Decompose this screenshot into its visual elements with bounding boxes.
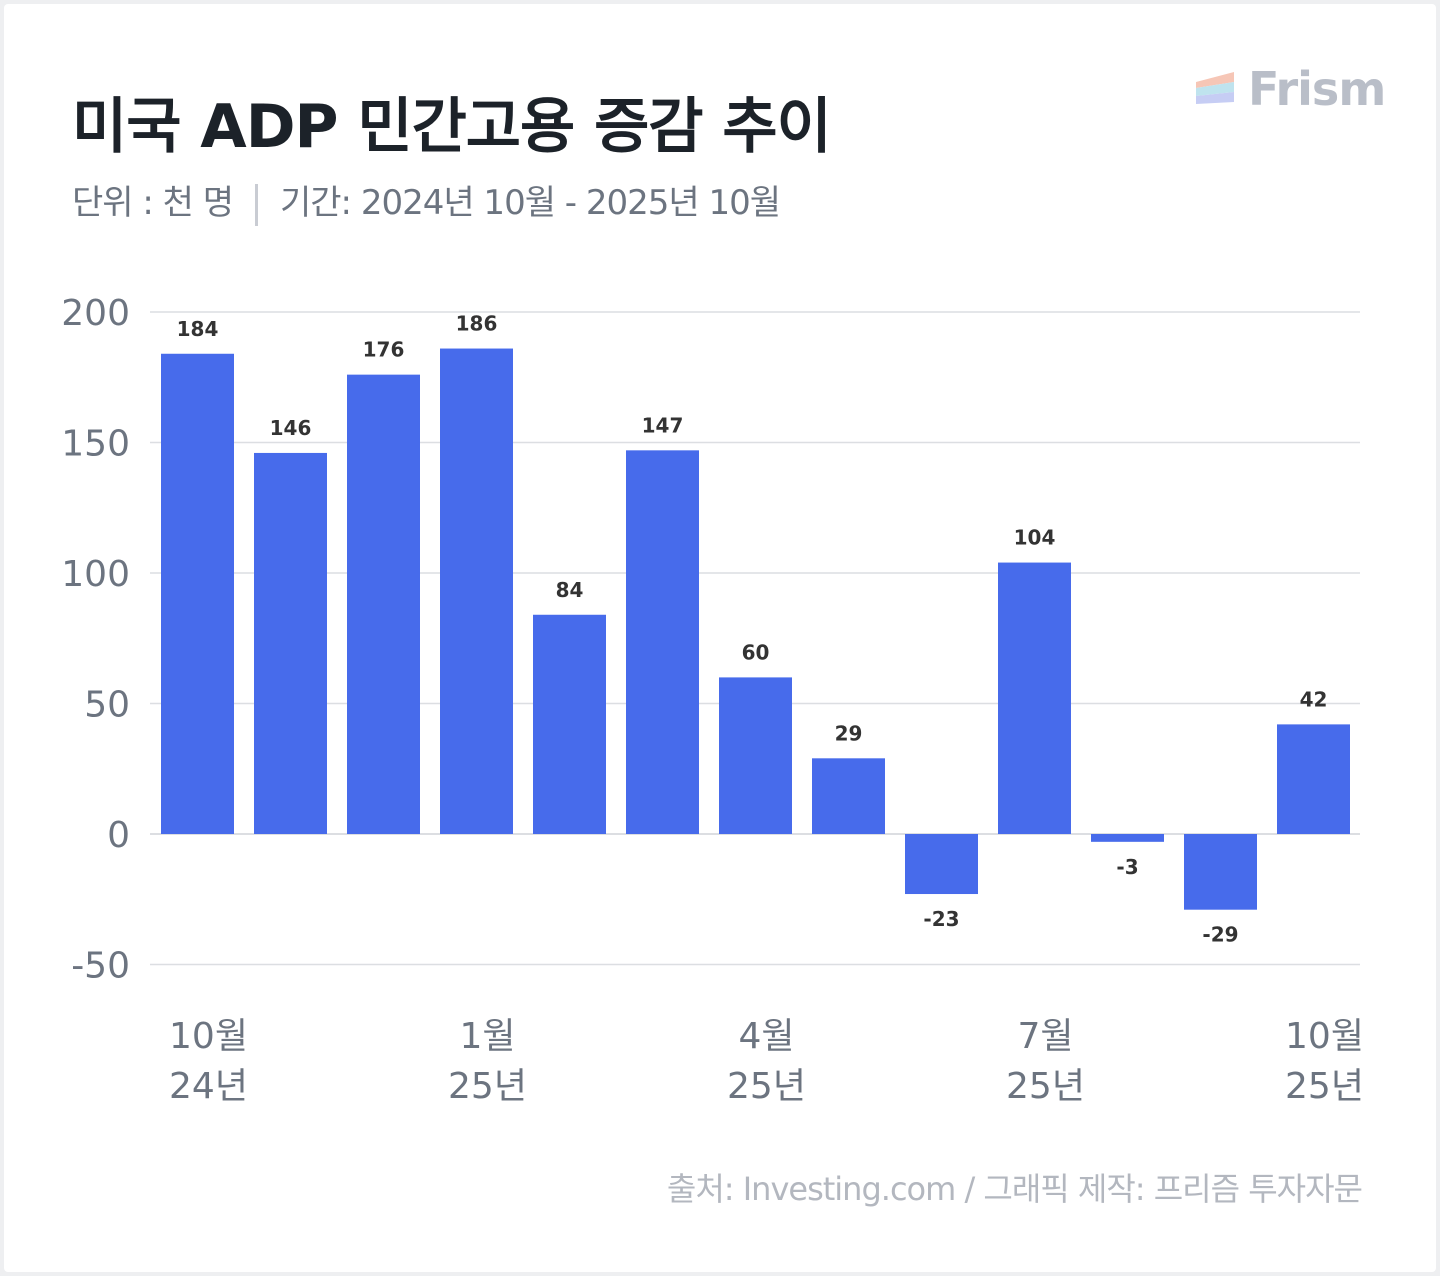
data-label: 146 (270, 416, 312, 440)
subtitle-divider (255, 183, 258, 226)
unit-label: 단위 : 천 명 (72, 183, 234, 223)
data-label: 184 (177, 317, 219, 341)
bar (440, 348, 513, 834)
frism-logo-icon (1196, 72, 1234, 104)
bar (812, 758, 885, 834)
data-label: -23 (923, 907, 959, 931)
x-tick-month: 4월 (738, 1016, 794, 1057)
bar (1184, 834, 1257, 910)
data-label: 60 (742, 640, 770, 664)
period-label: 기간: 2024년 10월 - 2025년 10월 (280, 183, 781, 223)
data-label: 104 (1014, 526, 1056, 550)
data-label: 84 (556, 578, 584, 602)
x-tick-year: 25년 (1006, 1066, 1085, 1107)
brand-logo: Frism (1194, 62, 1386, 116)
chart-title: 미국 ADP 민간고용 증감 추이 (72, 92, 832, 162)
y-tick-label: -50 (71, 946, 130, 987)
bar (1091, 834, 1164, 842)
x-tick-month: 1월 (459, 1016, 515, 1057)
data-label: 186 (456, 312, 498, 336)
bar (719, 677, 792, 834)
x-tick-year: 25년 (448, 1066, 527, 1107)
data-label: 29 (835, 721, 863, 745)
bar (161, 353, 234, 834)
chart-subtitle: 단위 : 천 명 기간: 2024년 10월 - 2025년 10월 (72, 175, 781, 226)
y-tick-label: 100 (61, 554, 130, 595)
data-label: 147 (642, 413, 684, 437)
bar (533, 614, 606, 834)
bar (254, 452, 327, 834)
chart-card: 미국 ADP 민간고용 증감 추이 단위 : 천 명 기간: 2024년 10월 … (4, 4, 1436, 1272)
data-label: 176 (363, 338, 405, 362)
logo-text: Frism (1248, 62, 1386, 116)
data-label: 42 (1300, 687, 1328, 711)
x-tick-month: 10월 (1285, 1016, 1364, 1057)
source-note: 출처: Investing.com / 그래픽 제작: 프리즘 투자자문 (666, 1170, 1363, 1208)
bar (1277, 724, 1350, 834)
y-tick-label: 0 (107, 815, 130, 856)
x-tick-year: 25년 (1285, 1066, 1364, 1107)
y-tick-label: 50 (84, 685, 130, 726)
bar (998, 562, 1071, 834)
x-tick-month: 7월 (1017, 1016, 1073, 1057)
x-tick-year: 24년 (169, 1066, 248, 1107)
x-tick-month: 10월 (169, 1016, 248, 1057)
bar (347, 374, 420, 834)
x-tick-year: 25년 (727, 1066, 806, 1107)
data-label: -29 (1202, 923, 1238, 947)
y-tick-label: 150 (61, 424, 130, 465)
bar (905, 834, 978, 895)
y-tick-label: 200 (61, 293, 130, 334)
data-label: -3 (1116, 855, 1138, 879)
bar (626, 450, 699, 834)
